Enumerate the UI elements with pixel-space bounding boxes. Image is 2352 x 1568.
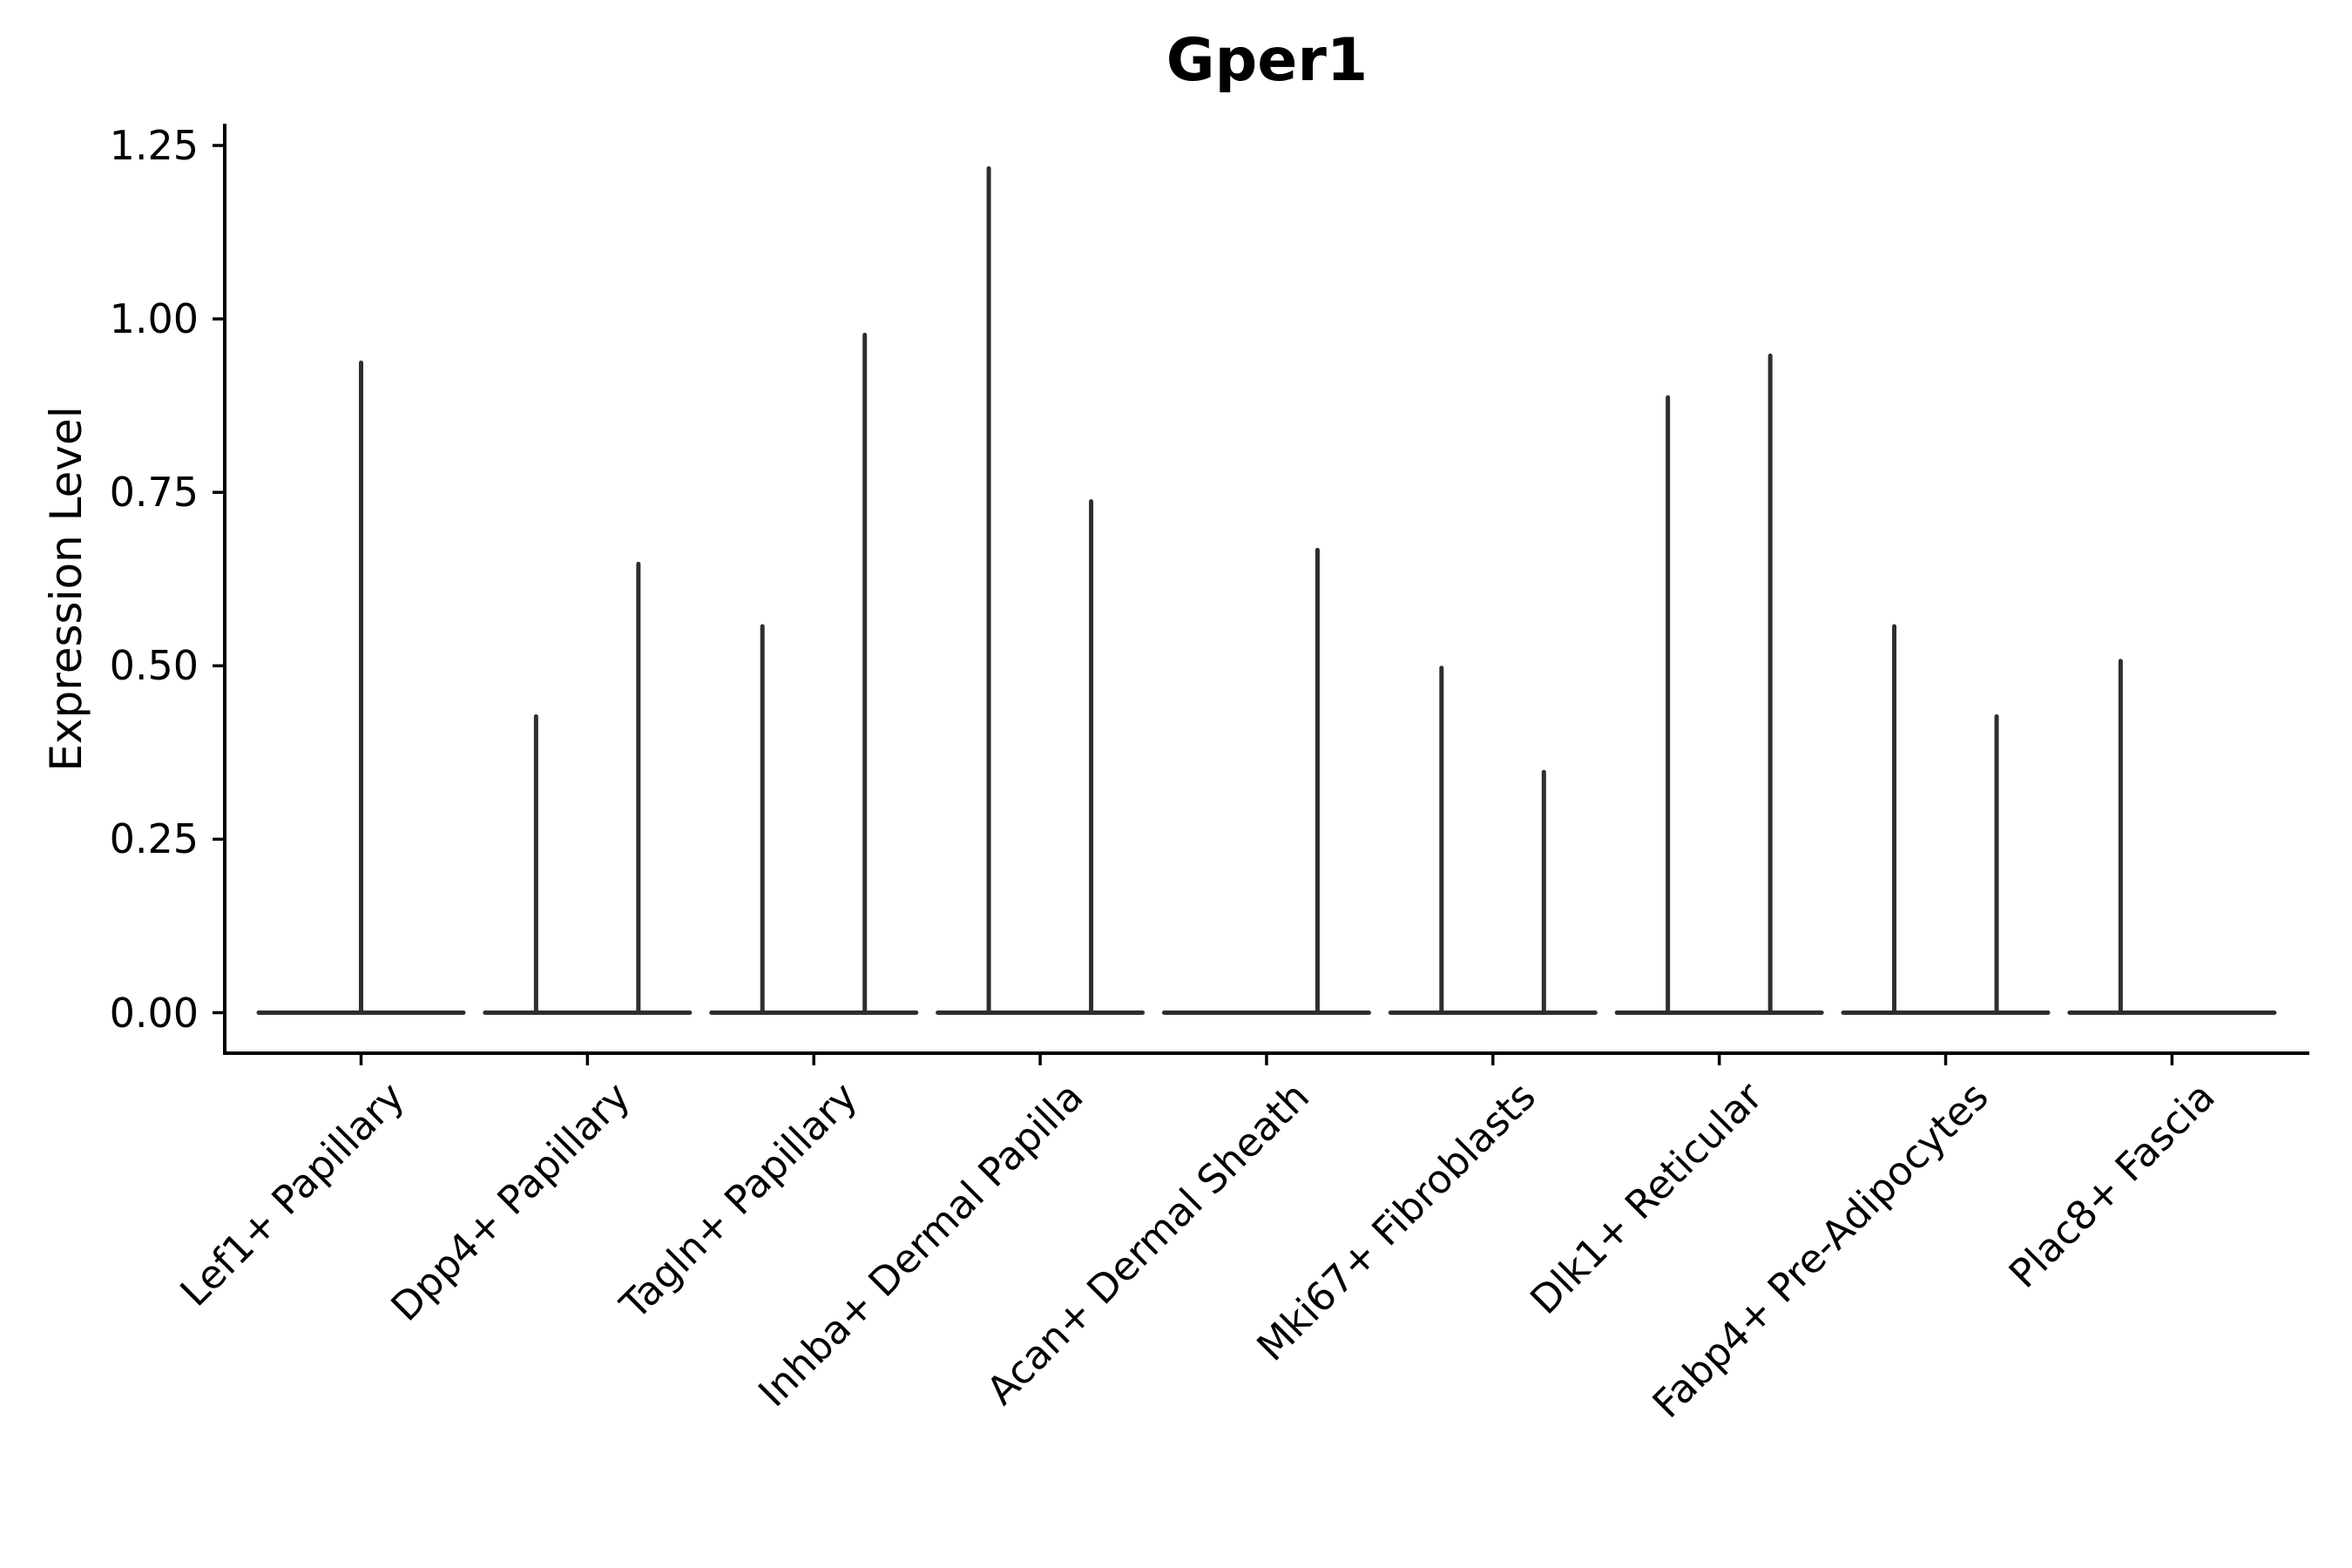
violin-base: [709, 1010, 919, 1015]
violin-spike: [359, 360, 363, 1015]
violin-spike: [1666, 395, 1671, 1016]
violin-base: [1841, 1010, 2051, 1015]
y-tick-label: 0.50: [109, 642, 199, 690]
y-tick-label: 0.00: [109, 989, 199, 1037]
violin-spike: [1089, 499, 1094, 1015]
y-tick-label: 0.25: [109, 815, 199, 863]
violin-spike: [1541, 769, 1546, 1015]
y-tick-label: 0.75: [109, 469, 199, 517]
violin-spike: [1439, 666, 1444, 1015]
violin-spike: [636, 561, 641, 1015]
violin-spike: [760, 624, 765, 1015]
violin-base: [1388, 1010, 1598, 1015]
y-tick-label: 1.25: [109, 122, 199, 169]
violin-spike: [1315, 547, 1320, 1015]
violin-base: [1161, 1010, 1371, 1015]
violin-spike: [1892, 624, 1897, 1015]
violin-spike: [1767, 353, 1773, 1015]
chart-title: Gper1: [1166, 26, 1369, 95]
y-tick-label: 1.00: [109, 295, 199, 343]
violin-spike: [986, 166, 991, 1016]
violin-base: [1614, 1010, 1824, 1015]
violin-base: [936, 1010, 1146, 1015]
violin-base: [2067, 1010, 2277, 1015]
violin-spike: [533, 714, 538, 1015]
y-axis-label: Expression Level: [41, 406, 91, 772]
violin-spike: [862, 333, 868, 1015]
violin-spike: [1994, 714, 1999, 1015]
axis-spines: [223, 124, 2309, 1055]
violin-base: [483, 1010, 693, 1015]
violin-spike: [2118, 659, 2123, 1015]
